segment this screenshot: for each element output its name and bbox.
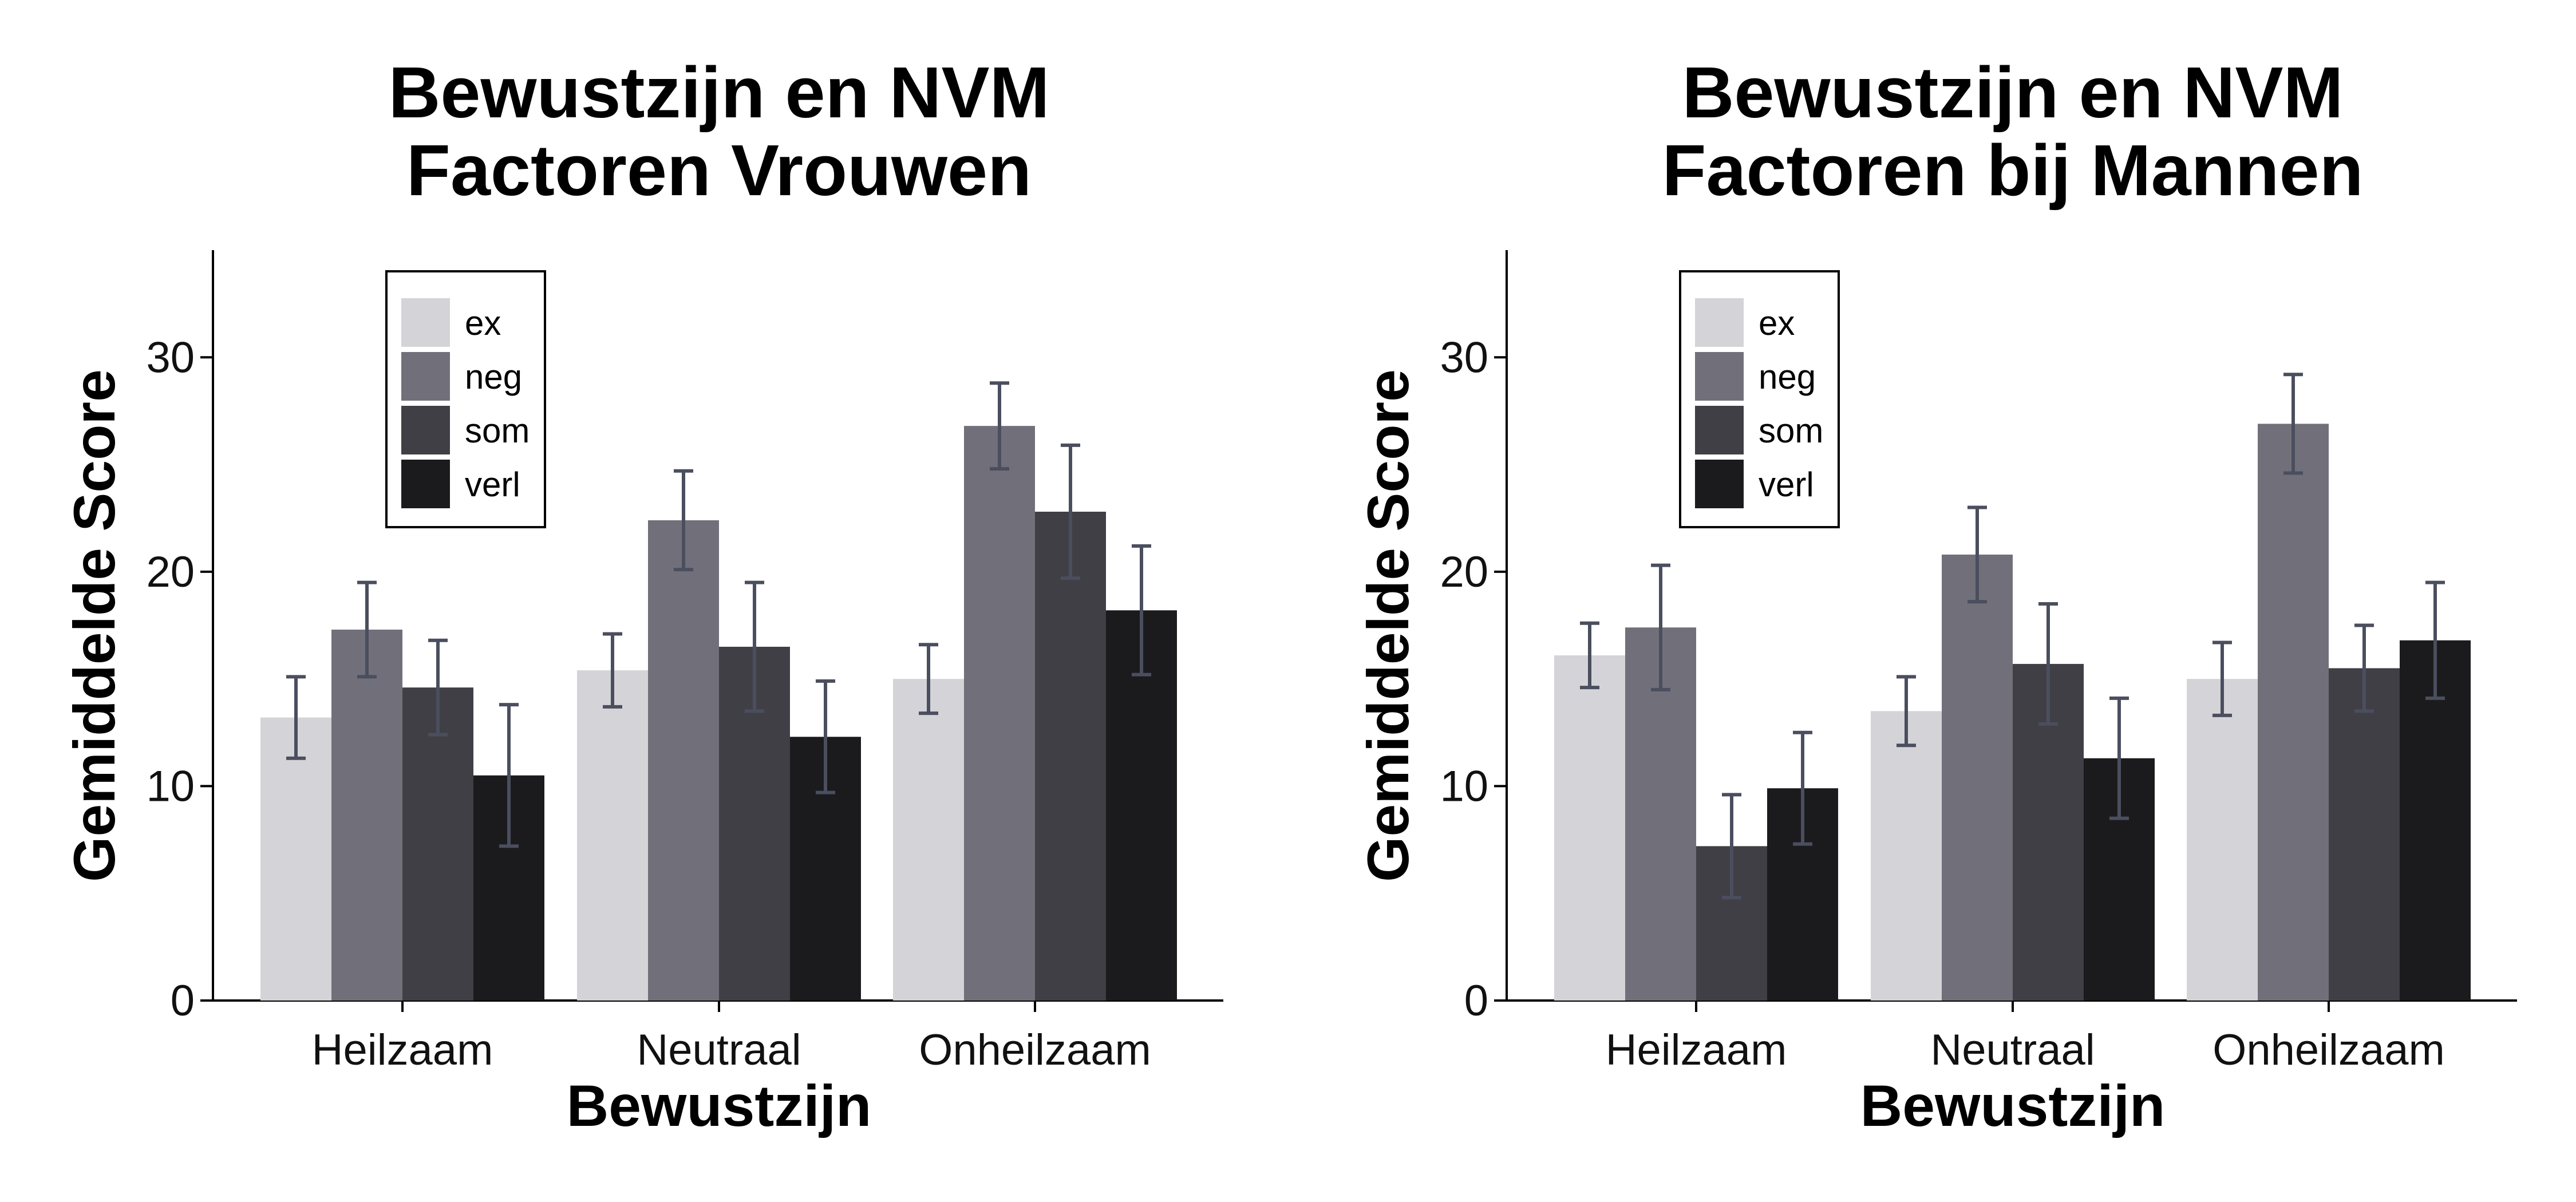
bar-neg-neutraal — [1942, 554, 2013, 1001]
bar-som-onheilzaam — [1035, 511, 1106, 1001]
bar-neg-neutraal — [648, 520, 719, 1001]
legend-label-ex: ex — [1759, 304, 1795, 342]
chart-title-line-2: Factoren Vrouwen — [406, 130, 1032, 211]
x-axis-title: Bewustzijn — [567, 1073, 872, 1138]
chart-title-line-2: Factoren bij Mannen — [1662, 130, 2363, 211]
legend-swatch-neg — [1695, 352, 1744, 401]
bar-neg-onheilzaam — [964, 426, 1035, 1001]
legend: ex neg som verl — [1679, 270, 1840, 528]
legend-label-som: som — [465, 412, 530, 450]
bar-ex-neutraal — [577, 670, 648, 1001]
y-tick-label: 10 — [146, 762, 195, 810]
y-tick-label: 10 — [1440, 762, 1488, 810]
legend-swatch-ex — [1695, 298, 1744, 347]
bar-neg-onheilzaam — [2258, 424, 2329, 1001]
y-axis-title: Gemiddelde Score — [1356, 369, 1421, 882]
legend-label-neg: neg — [465, 358, 522, 396]
x-tick-label-onheilzaam: Onheilzaam — [2212, 1026, 2445, 1074]
chart-title-line-1: Bewustzijn en NVM — [1682, 52, 2343, 133]
bar-ex-heilzaam — [1554, 655, 1625, 1001]
y-tick-label: 30 — [1440, 333, 1488, 382]
x-tick-label-neutraal: Neutraal — [637, 1026, 801, 1074]
legend-label-verl: verl — [1759, 465, 1814, 504]
legend-swatch-neg — [401, 352, 450, 401]
legend-label-neg: neg — [1759, 358, 1816, 396]
legend: ex neg som verl — [385, 270, 546, 528]
y-axis-title: Gemiddelde Score — [62, 369, 127, 882]
legend-swatch-ex — [401, 298, 450, 347]
legend-swatch-som — [401, 406, 450, 454]
legend-label-som: som — [1759, 412, 1823, 450]
x-tick-label-heilzaam: Heilzaam — [312, 1026, 493, 1074]
x-tick-label-onheilzaam: Onheilzaam — [919, 1026, 1151, 1074]
bar-som-onheilzaam — [2329, 668, 2400, 1001]
bar-neg-heilzaam — [331, 629, 402, 1001]
y-tick-label: 0 — [1464, 976, 1488, 1025]
bar-verl-onheilzaam — [2400, 640, 2471, 1001]
bar-ex-onheilzaam — [2187, 679, 2258, 1001]
legend-swatch-verl — [401, 460, 450, 508]
x-tick-label-heilzaam: Heilzaam — [1606, 1026, 1787, 1074]
legend-label-verl: verl — [465, 465, 520, 504]
x-tick-label-neutraal: Neutraal — [1930, 1026, 2095, 1074]
y-tick-label: 0 — [171, 976, 195, 1025]
x-axis-title: Bewustzijn — [1860, 1073, 2166, 1138]
bar-ex-neutraal — [1871, 711, 1942, 1001]
bar-som-heilzaam — [402, 687, 473, 1001]
legend-label-ex: ex — [465, 304, 501, 342]
y-tick-label: 30 — [146, 333, 195, 382]
chart-title-line-1: Bewustzijn en NVM — [388, 52, 1049, 133]
y-tick-label: 20 — [146, 548, 195, 596]
legend-swatch-som — [1695, 406, 1744, 454]
bar-ex-heilzaam — [260, 717, 331, 1001]
legend-swatch-verl — [1695, 460, 1744, 508]
y-tick-label: 20 — [1440, 548, 1488, 596]
bar-ex-onheilzaam — [893, 679, 964, 1001]
